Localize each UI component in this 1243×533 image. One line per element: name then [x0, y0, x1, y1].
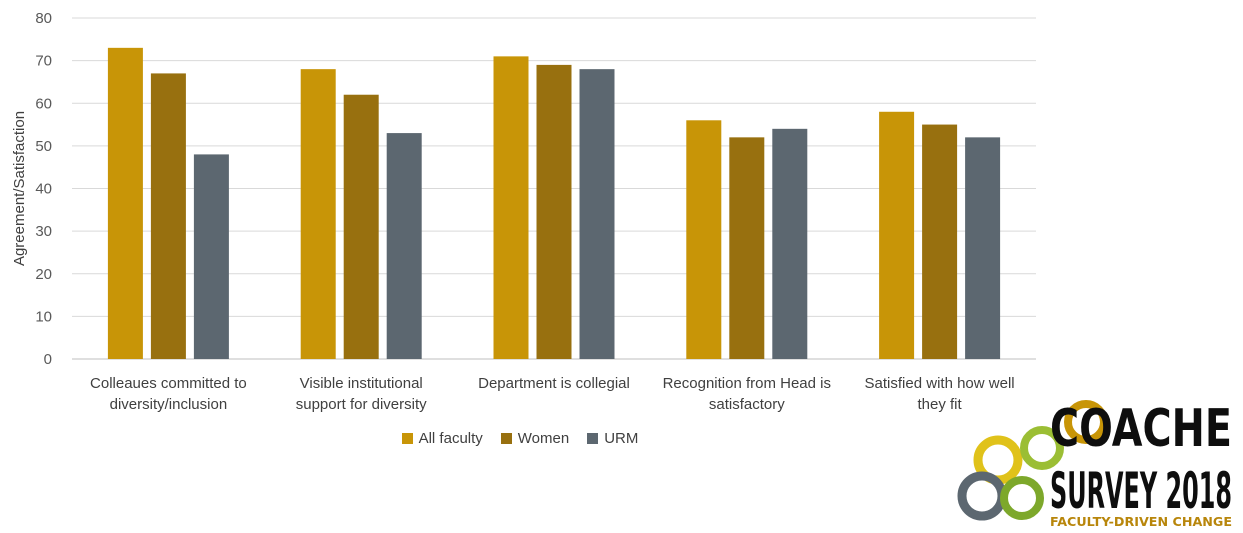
y-tick-label: 40 — [35, 181, 52, 198]
x-category-label: Satisfied with how well they fit — [865, 375, 1015, 413]
x-category-label: Visible institutional support for diversi… — [296, 375, 427, 413]
y-tick-label: 80 — [35, 10, 52, 27]
y-tick-label: 20 — [35, 266, 52, 283]
legend-label-urm: URM — [604, 430, 639, 447]
logo-text-coache: COACHE — [1050, 399, 1232, 459]
legend-item-all-faculty: All faculty — [401, 430, 483, 447]
bar-women — [536, 64, 572, 359]
x-category-label: Colleaues committed to diversity/inclusio… — [90, 375, 247, 413]
bar-all-faculty — [686, 120, 722, 359]
coache-survey-logo: COACHE SURVEY 2018 FACULTY-DRIVEN CHANGE — [957, 399, 1232, 528]
legend-label-women: Women — [517, 430, 570, 447]
bar-women — [150, 73, 186, 359]
bar-all-faculty — [300, 69, 336, 360]
bar-all-faculty — [879, 111, 915, 360]
y-axis-label: Agreement/Satisfaction — [11, 111, 28, 266]
bar-urm — [965, 137, 1001, 359]
legend-item-urm: URM — [587, 430, 638, 447]
x-category-label: Department is collegial — [478, 375, 630, 392]
logo-text-survey: SURVEY 2018 — [1050, 462, 1232, 520]
y-tick-label: 60 — [35, 95, 52, 112]
legend-swatch-women — [500, 433, 512, 444]
bar-urm — [193, 154, 229, 359]
bar-all-faculty — [107, 47, 143, 360]
y-tick-label: 10 — [35, 308, 52, 325]
bar-all-faculty — [493, 56, 529, 360]
logo-tagline: FACULTY-DRIVEN CHANGE — [1050, 515, 1232, 528]
bar-women — [922, 124, 958, 359]
y-tick-label: 0 — [44, 351, 52, 368]
legend-swatch-urm — [587, 433, 599, 444]
x-category-label: Recognition from Head is satisfactory — [663, 375, 831, 413]
logo-rings-icon — [957, 400, 1108, 521]
bar-urm — [772, 128, 808, 359]
legend-item-women: Women — [500, 430, 570, 447]
chart-legend: All faculty Women URM — [0, 430, 1040, 447]
y-tick-label: 50 — [35, 138, 52, 155]
legend-label-all-faculty: All faculty — [418, 430, 483, 447]
legend-swatch-all-faculty — [401, 433, 413, 444]
bar-women — [343, 94, 379, 359]
bar-women — [729, 137, 765, 359]
bar-urm — [386, 133, 422, 359]
bar-urm — [579, 69, 615, 360]
y-tick-label: 70 — [35, 53, 52, 70]
y-tick-label: 30 — [35, 223, 52, 240]
